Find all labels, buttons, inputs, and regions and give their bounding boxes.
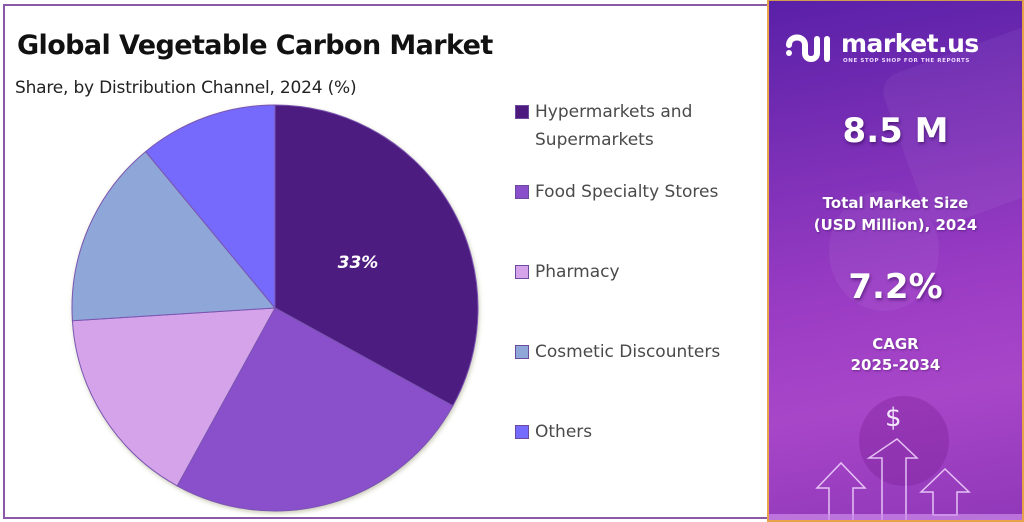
market-size-label-line1: Total Market Size <box>822 194 969 212</box>
summary-panel: market.us ONE STOP SHOP FOR THE REPORTS … <box>767 0 1024 522</box>
legend-item-others: Others <box>515 418 755 446</box>
bottom-band <box>769 514 1022 520</box>
coin-circle-decoration <box>859 396 949 486</box>
brand-text: market.us ONE STOP SHOP FOR THE REPORTS <box>841 28 979 64</box>
pie-chart: 33% <box>60 94 490 522</box>
cagr-value: 7.2% <box>848 267 943 307</box>
background-decoration <box>829 191 939 311</box>
pie-chart-svg: 33% <box>71 104 479 512</box>
legend-swatch <box>515 185 529 199</box>
brand-name: market.us <box>841 28 979 58</box>
brand-logo: market.us ONE STOP SHOP FOR THE REPORTS <box>783 29 979 65</box>
up-arrows-icon <box>815 438 971 520</box>
legend-item-cosmetic-discounters: Cosmetic Discounters <box>515 338 755 366</box>
pie-slices <box>71 104 479 512</box>
pie-slice-cosmetic-discounters <box>71 150 277 322</box>
legend-swatch <box>515 265 529 279</box>
legend-swatch <box>515 105 529 119</box>
dollar-icon: $ <box>885 403 902 433</box>
legend-item-food-specialty: Food Specialty Stores <box>515 178 755 206</box>
pie-slice-hypermarkets <box>274 104 479 407</box>
market-size-value: 8.5 M <box>842 111 949 151</box>
legend-label: Pharmacy <box>535 262 620 282</box>
legend-item-hypermarkets: Hypermarkets and Supermarkets <box>515 98 755 154</box>
market-us-logo-icon <box>786 34 830 62</box>
chart-panel: Global Vegetable Carbon Market Share, by… <box>3 4 767 519</box>
pie-slice-pharmacy <box>71 307 276 487</box>
chart-title: Global Vegetable Carbon Market <box>17 30 493 61</box>
cagr-period: 2025-2034 <box>850 356 941 374</box>
legend-label: Food Specialty Stores <box>535 182 719 202</box>
slice-label-hypermarkets: 33% <box>338 253 379 273</box>
legend-swatch <box>515 425 529 439</box>
legend-label: Cosmetic Discounters <box>535 342 721 362</box>
legend-swatch <box>515 345 529 359</box>
pie-slice-others <box>144 104 276 310</box>
chart-subtitle: Share, by Distribution Channel, 2024 (%) <box>15 78 357 98</box>
legend-label: Hypermarkets and Supermarkets <box>535 102 693 150</box>
brand-tagline: ONE STOP SHOP FOR THE REPORTS <box>843 57 970 64</box>
market-size-label-line2: (USD Million), 2024 <box>813 216 978 234</box>
legend-label: Others <box>535 422 593 442</box>
pie-slice-food-specialty <box>176 307 454 512</box>
cagr-label: CAGR <box>872 335 919 353</box>
growth-arrows-illustration: $ <box>769 381 1022 520</box>
legend-item-pharmacy: Pharmacy <box>515 258 755 286</box>
